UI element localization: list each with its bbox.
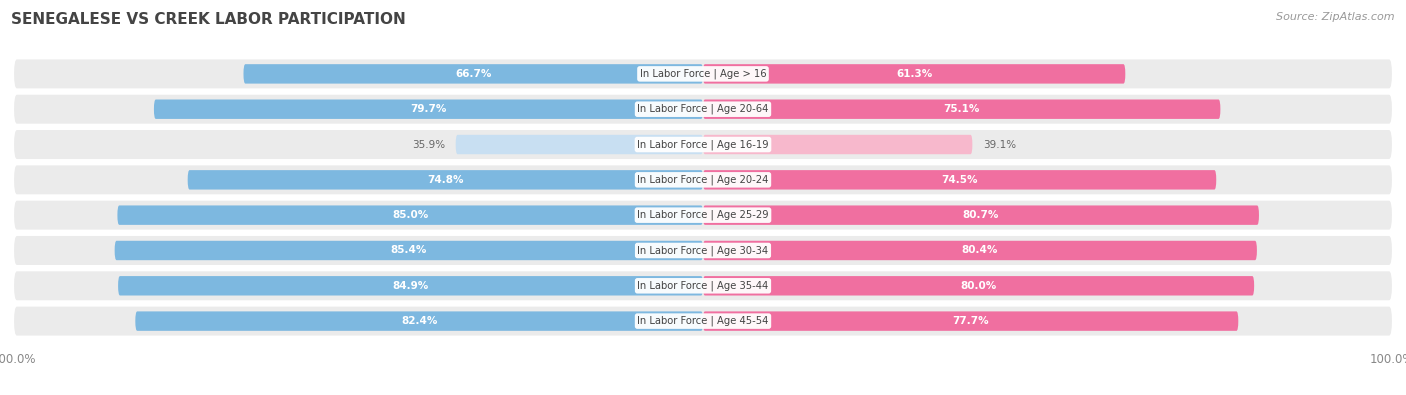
FancyBboxPatch shape	[14, 201, 1392, 229]
FancyBboxPatch shape	[703, 276, 1254, 295]
FancyBboxPatch shape	[187, 170, 703, 190]
FancyBboxPatch shape	[118, 276, 703, 295]
FancyBboxPatch shape	[115, 241, 703, 260]
FancyBboxPatch shape	[14, 59, 1392, 88]
Text: 80.4%: 80.4%	[962, 245, 998, 256]
Text: 85.0%: 85.0%	[392, 210, 429, 220]
Text: In Labor Force | Age 35-44: In Labor Force | Age 35-44	[637, 280, 769, 291]
Text: 74.8%: 74.8%	[427, 175, 464, 185]
FancyBboxPatch shape	[14, 166, 1392, 194]
Text: 35.9%: 35.9%	[412, 139, 446, 150]
FancyBboxPatch shape	[135, 311, 703, 331]
Text: In Labor Force | Age 20-64: In Labor Force | Age 20-64	[637, 104, 769, 115]
Text: 80.0%: 80.0%	[960, 281, 997, 291]
FancyBboxPatch shape	[14, 271, 1392, 300]
FancyBboxPatch shape	[243, 64, 703, 84]
Text: 80.7%: 80.7%	[963, 210, 1000, 220]
FancyBboxPatch shape	[703, 64, 1125, 84]
FancyBboxPatch shape	[456, 135, 703, 154]
Text: 39.1%: 39.1%	[983, 139, 1015, 150]
Text: In Labor Force | Age 20-24: In Labor Force | Age 20-24	[637, 175, 769, 185]
Text: In Labor Force | Age > 16: In Labor Force | Age > 16	[640, 69, 766, 79]
Text: In Labor Force | Age 45-54: In Labor Force | Age 45-54	[637, 316, 769, 326]
FancyBboxPatch shape	[703, 170, 1216, 190]
Text: In Labor Force | Age 30-34: In Labor Force | Age 30-34	[637, 245, 769, 256]
Text: 77.7%: 77.7%	[952, 316, 988, 326]
Text: Source: ZipAtlas.com: Source: ZipAtlas.com	[1277, 12, 1395, 22]
FancyBboxPatch shape	[153, 100, 703, 119]
Text: 85.4%: 85.4%	[391, 245, 427, 256]
FancyBboxPatch shape	[703, 100, 1220, 119]
Text: In Labor Force | Age 25-29: In Labor Force | Age 25-29	[637, 210, 769, 220]
FancyBboxPatch shape	[117, 205, 703, 225]
FancyBboxPatch shape	[703, 135, 973, 154]
FancyBboxPatch shape	[14, 130, 1392, 159]
FancyBboxPatch shape	[703, 205, 1258, 225]
FancyBboxPatch shape	[703, 241, 1257, 260]
Text: 84.9%: 84.9%	[392, 281, 429, 291]
FancyBboxPatch shape	[703, 311, 1239, 331]
Text: 79.7%: 79.7%	[411, 104, 447, 114]
FancyBboxPatch shape	[14, 95, 1392, 124]
Text: 82.4%: 82.4%	[401, 316, 437, 326]
Text: SENEGALESE VS CREEK LABOR PARTICIPATION: SENEGALESE VS CREEK LABOR PARTICIPATION	[11, 12, 406, 27]
Text: 66.7%: 66.7%	[456, 69, 492, 79]
Text: In Labor Force | Age 16-19: In Labor Force | Age 16-19	[637, 139, 769, 150]
FancyBboxPatch shape	[14, 307, 1392, 336]
FancyBboxPatch shape	[14, 236, 1392, 265]
Text: 74.5%: 74.5%	[942, 175, 979, 185]
Text: 61.3%: 61.3%	[896, 69, 932, 79]
Text: 75.1%: 75.1%	[943, 104, 980, 114]
